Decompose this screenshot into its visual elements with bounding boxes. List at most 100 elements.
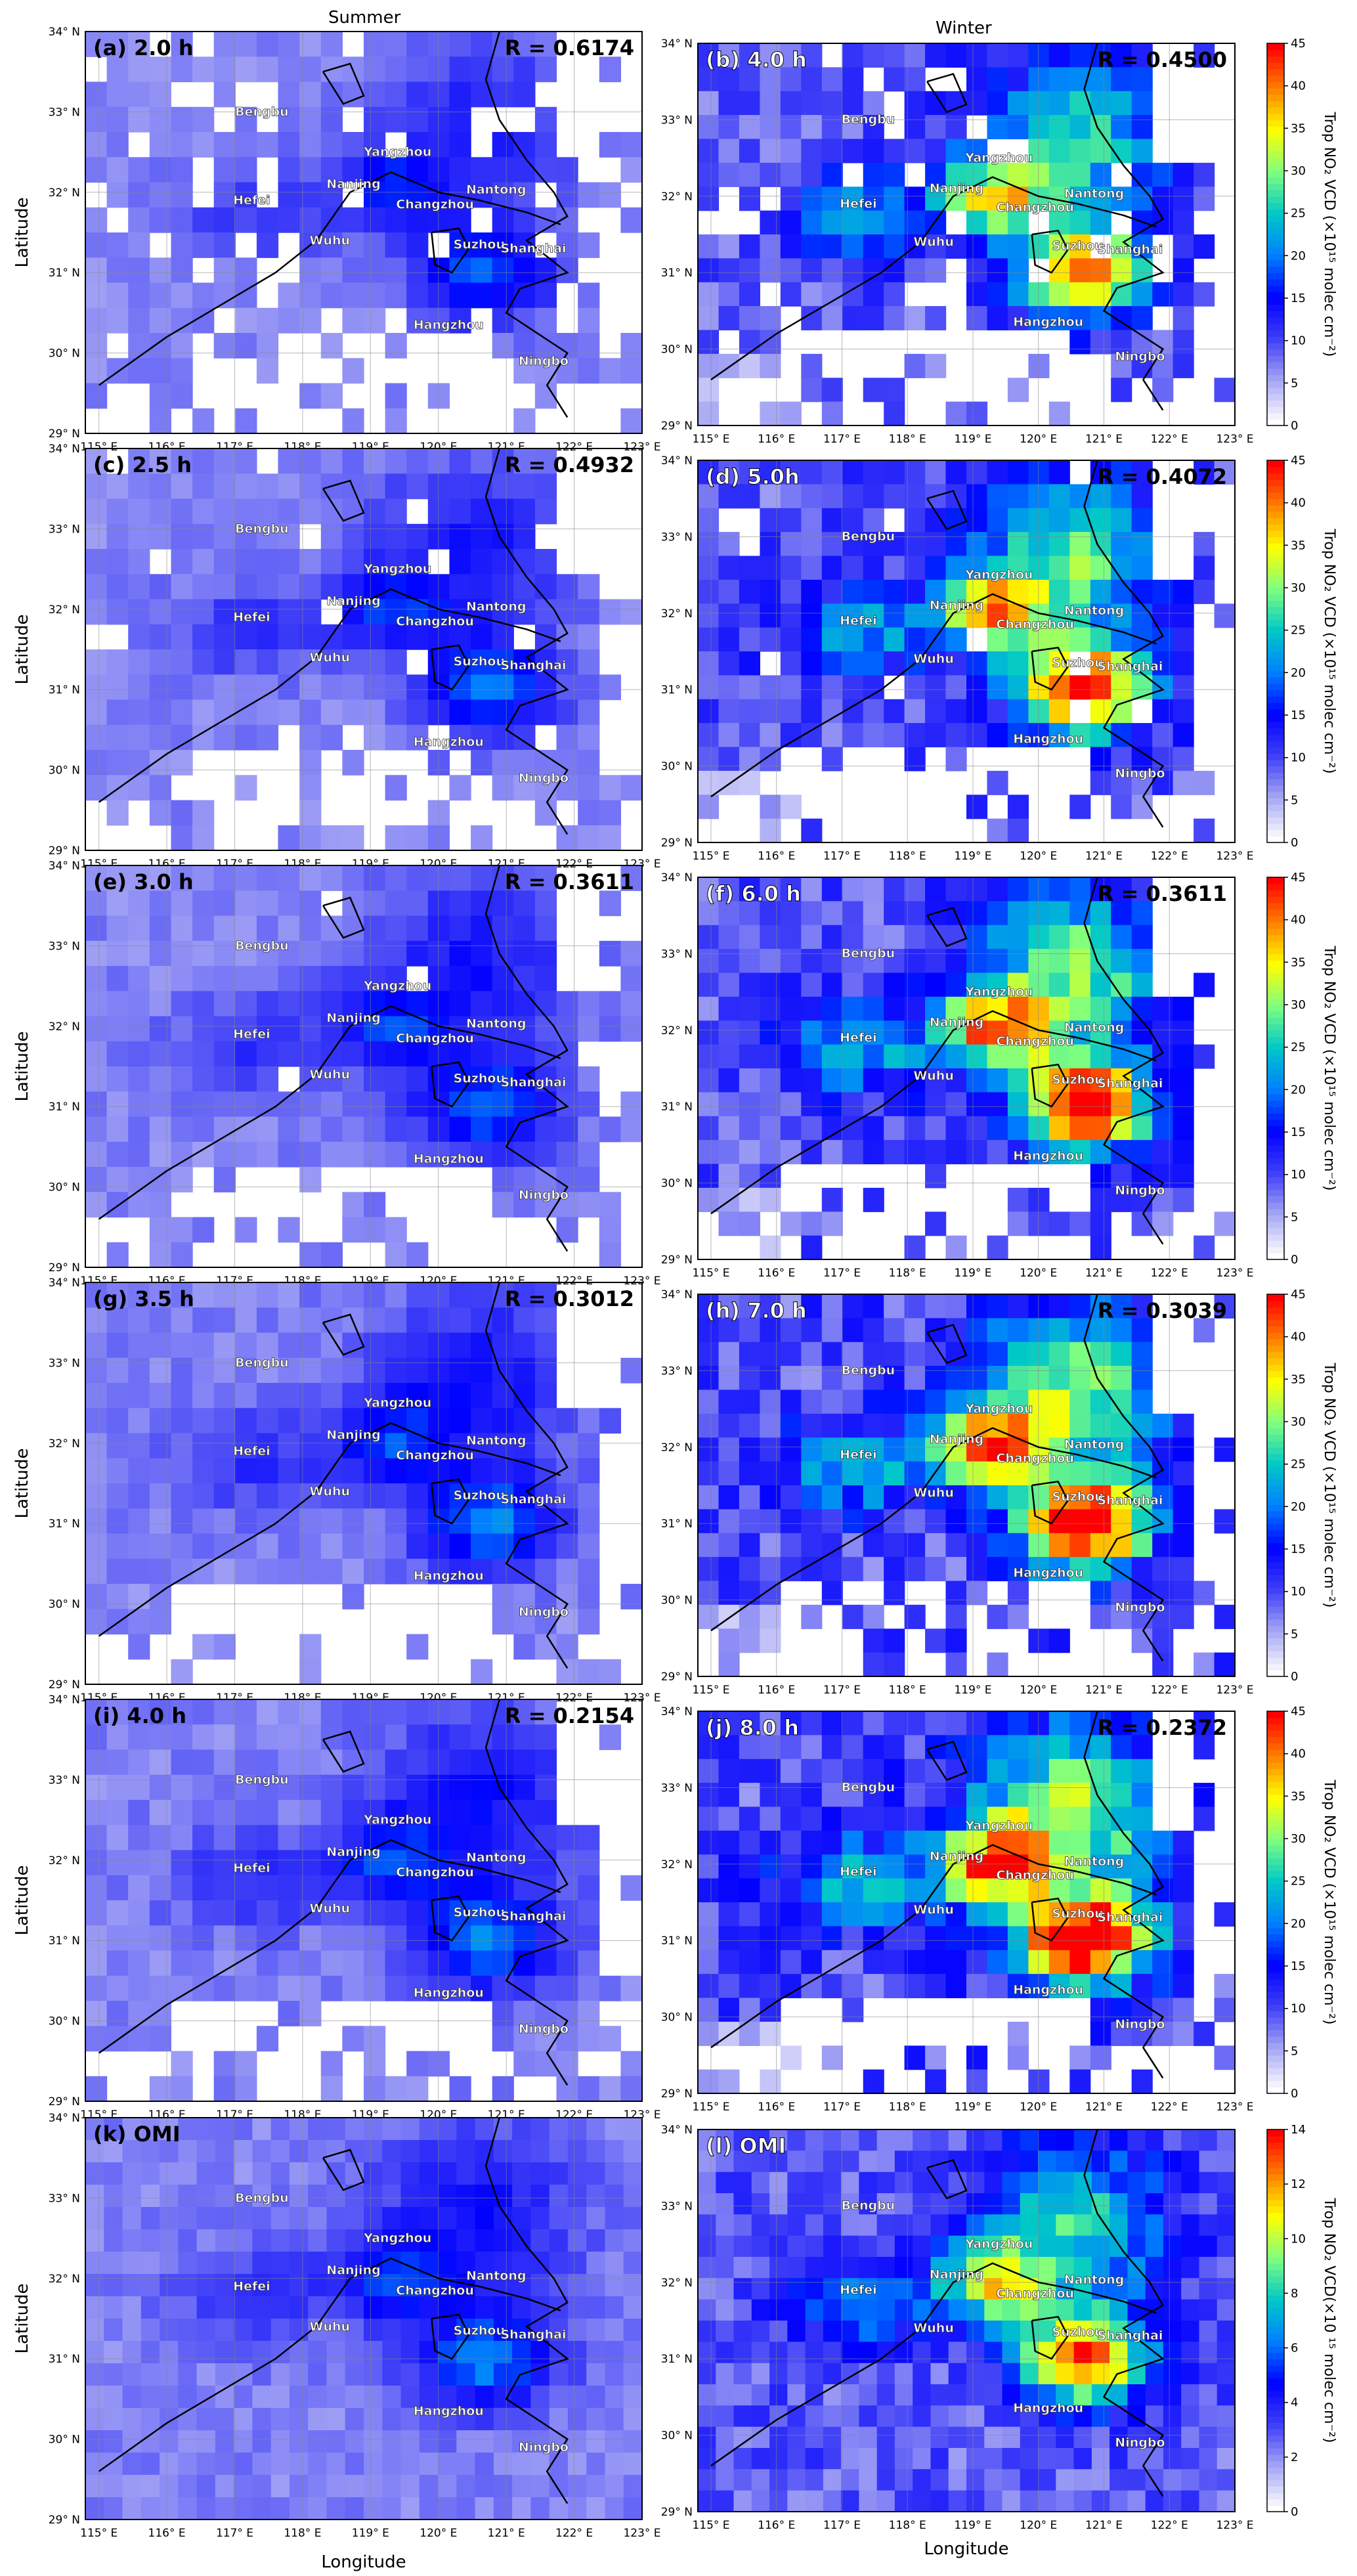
grid-cell <box>364 498 386 525</box>
grid-cell <box>859 2150 878 2173</box>
grid-cell <box>966 460 988 485</box>
colorbar-segment <box>1267 228 1284 235</box>
grid-cell <box>599 1724 621 1751</box>
grid-cell <box>342 408 364 434</box>
grid-cell <box>385 182 407 208</box>
grid-cell <box>801 1437 823 1462</box>
grid-cell <box>149 498 171 525</box>
grid-cell <box>85 940 108 967</box>
grid-cell <box>913 2172 932 2194</box>
colorbar-segment <box>1267 651 1284 659</box>
grid-cell <box>342 1357 364 1384</box>
grid-cell <box>1007 1485 1029 1510</box>
grid-cell <box>966 2490 985 2512</box>
grid-cell <box>605 2475 624 2498</box>
colorbar-tick-label: 40 <box>1291 1747 1306 1761</box>
colorbar-segment <box>1267 1415 1284 1422</box>
grid-cell <box>1007 1212 1029 1236</box>
grid-cell <box>821 877 843 902</box>
colorbar-tick-label: 10 <box>1291 2002 1306 2016</box>
grid-cell <box>1048 1950 1070 1975</box>
grid-cell <box>966 162 988 187</box>
grid-cell <box>760 1366 781 1391</box>
lat-tick-label: 29° N <box>661 1254 693 1267</box>
grid-cell <box>192 1141 215 1168</box>
grid-cell <box>556 1116 578 1143</box>
grid-cell <box>739 306 760 331</box>
grid-cell <box>945 1806 967 1831</box>
grid-cell <box>1111 675 1132 700</box>
colorbar-tick-label: 10 <box>1291 1585 1306 1599</box>
grid-cell <box>948 2342 967 2364</box>
grid-cell <box>718 1628 740 1653</box>
grid-cell <box>739 1950 760 1975</box>
grid-cell <box>599 1975 621 2001</box>
grid-cell <box>471 1041 493 1067</box>
grid-cell <box>213 182 236 208</box>
grid-cell <box>278 1558 300 1584</box>
grid-cell <box>556 1975 578 2001</box>
grid-cell <box>106 523 129 550</box>
colorbar-segment <box>1267 2087 1284 2094</box>
grid-cell <box>534 1307 557 1334</box>
grid-cell <box>364 966 386 992</box>
grid-cell <box>106 1558 129 1584</box>
grid-cell <box>1007 1413 1029 1438</box>
grid-cell <box>1048 484 1070 509</box>
grid-cell <box>1090 770 1111 795</box>
grid-cell <box>385 1141 407 1168</box>
grid-cell <box>805 2426 824 2449</box>
grid-cell <box>213 2051 236 2077</box>
city-label: Wuhu <box>913 235 954 250</box>
grid-cell <box>178 2386 198 2409</box>
grid-cell <box>1002 2448 1021 2470</box>
grid-cell <box>966 2214 985 2237</box>
colorbar-segment <box>1267 1246 1284 1254</box>
grid-cell <box>739 1533 760 1558</box>
grid-cell <box>718 747 740 772</box>
lon-tick-label: 117° E <box>823 1267 861 1280</box>
grid-cell <box>475 2430 494 2453</box>
grid-cell <box>406 940 429 967</box>
grid-cell <box>534 549 557 575</box>
grid-cell <box>427 1749 450 1776</box>
grid-cell <box>578 1900 600 1926</box>
grid-cell <box>427 498 450 525</box>
grid-cell <box>578 1875 600 1901</box>
grid-cell <box>385 1116 407 1143</box>
colorbar-segment <box>1267 966 1284 974</box>
grid-cell <box>586 2118 606 2141</box>
grid-cell <box>605 2162 624 2185</box>
grid-cell <box>821 1366 843 1391</box>
grid-cell <box>278 624 300 650</box>
grid-cell <box>966 2384 985 2406</box>
grid-cell <box>492 1167 514 1192</box>
grid-cell <box>342 865 364 891</box>
grid-cell <box>1111 1758 1132 1783</box>
grid-cell <box>213 599 236 625</box>
grid-cell <box>364 2051 386 2077</box>
grid-cell <box>534 1357 557 1384</box>
grid-cell <box>739 1437 760 1462</box>
grid-cell <box>235 549 257 575</box>
lat-tick-label: 34° N <box>49 443 80 456</box>
grid-cell <box>925 1711 947 1736</box>
grid-cell <box>106 649 129 675</box>
city-label: Bengbu <box>235 522 289 536</box>
grid-cell <box>1173 1461 1194 1486</box>
grid-cell <box>196 2319 216 2342</box>
colorbar-segment <box>1267 1017 1284 1024</box>
colorbar-segment <box>1267 1940 1284 1948</box>
grid-cell <box>556 358 578 384</box>
grid-cell <box>213 132 236 158</box>
grid-cell <box>1214 1212 1236 1236</box>
colorbar-tick-label: 15 <box>1291 1125 1306 1139</box>
grid-cell <box>235 775 257 801</box>
colorbar-segment <box>1267 2055 1284 2063</box>
grid-cell <box>1173 330 1194 355</box>
grid-cell <box>1069 1758 1091 1783</box>
grid-cell <box>842 1318 864 1343</box>
grid-cell <box>823 2469 842 2491</box>
grid-cell <box>1090 1140 1111 1165</box>
grid-cell <box>160 2453 179 2476</box>
